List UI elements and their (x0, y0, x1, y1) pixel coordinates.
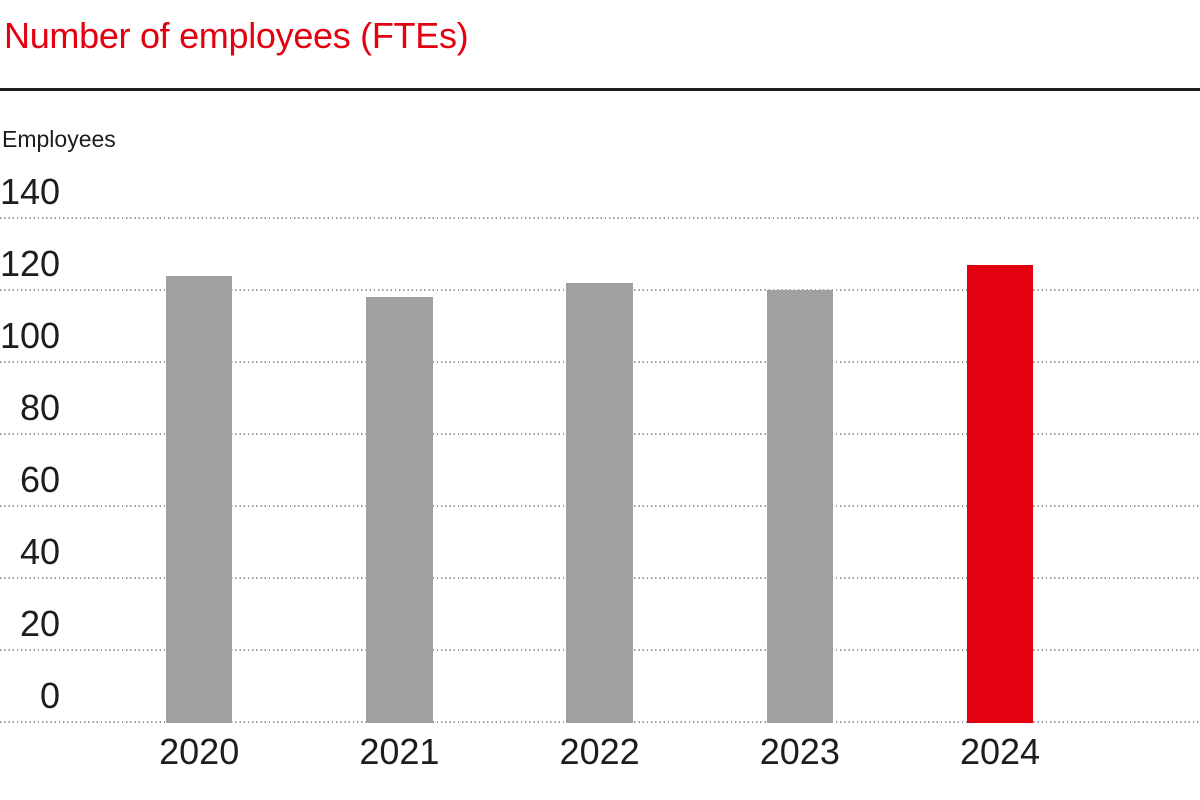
y-tick-label-0: 0 (39, 674, 60, 716)
chart-title: Number of employees (FTEs) (4, 15, 469, 56)
x-tick-label-2021: 2021 (359, 731, 440, 772)
x-tick-label-2024: 2024 (959, 731, 1041, 772)
bar-2024 (966, 265, 1034, 723)
gridline-y-140 (0, 217, 1200, 220)
y-tick-label-20: 20 (19, 602, 60, 644)
y-tick-label-120: 120 (0, 243, 61, 285)
x-tick-label-2022: 2022 (559, 731, 640, 772)
bar-2020 (165, 275, 233, 723)
y-tick-label-140: 140 (0, 171, 61, 213)
y-tick-label-40: 40 (19, 530, 60, 572)
y-tick-label-80: 80 (19, 387, 60, 429)
x-tick-label-2023: 2023 (759, 731, 840, 772)
y-tick-label-100: 100 (0, 315, 61, 357)
title-separator-rule (0, 88, 1200, 91)
x-tick-label-2020: 2020 (159, 731, 240, 772)
y-tick-label-60: 60 (19, 459, 60, 500)
y-axis-title: Employees (2, 126, 116, 152)
bar-2023 (766, 290, 834, 723)
bar-2021 (366, 297, 433, 723)
bar-2022 (566, 283, 633, 723)
